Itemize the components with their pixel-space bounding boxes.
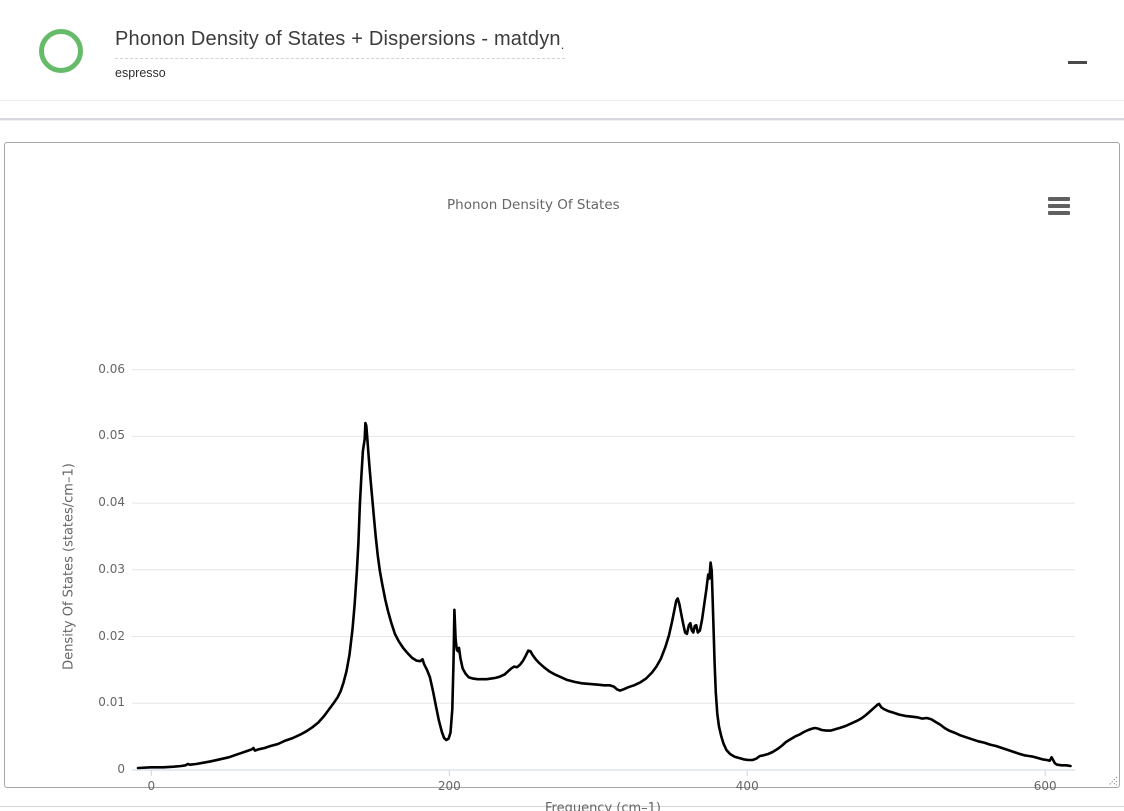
section-divider xyxy=(0,118,1124,121)
y-tick-label: 0.03 xyxy=(98,561,125,576)
chart-export-menu-button[interactable] xyxy=(1045,193,1073,219)
app-logo-circle-icon xyxy=(39,29,83,73)
x-tick-label: 400 xyxy=(735,779,759,793)
title-wrap: Phonon Density of States + Dispersions -… xyxy=(115,28,565,59)
y-tick-label: 0.06 xyxy=(98,361,125,376)
y-tick-label: 0.05 xyxy=(98,428,125,443)
minimize-icon xyxy=(1068,61,1087,64)
header-divider xyxy=(0,100,1124,101)
app-title-text: Phonon Density of States + Dispersions -… xyxy=(115,28,561,50)
bottom-divider xyxy=(0,806,1124,807)
series-total-line[interactable] xyxy=(136,421,1072,770)
app-subtitle: espresso xyxy=(115,66,166,80)
y-tick-label: 0 xyxy=(117,762,125,776)
hamburger-icon xyxy=(1048,204,1070,208)
y-tick-label: 0.02 xyxy=(98,628,125,643)
y-tick-label: 0.01 xyxy=(98,695,125,710)
app-header: Phonon Density of States + Dispersions -… xyxy=(0,0,1124,100)
x-tick-label: 600 xyxy=(1033,779,1057,793)
minimize-button[interactable] xyxy=(1064,50,1092,74)
hamburger-icon xyxy=(1048,211,1070,215)
chart-title: Phonon Density Of States xyxy=(447,197,620,213)
chart-plot-area xyxy=(132,369,1075,776)
x-axis-title: Frequency (cm–1) xyxy=(544,801,662,811)
app-title: Phonon Density of States + Dispersions -… xyxy=(115,28,565,59)
chart-output-box: Phonon Density Of States Density Of Stat… xyxy=(4,142,1120,811)
y-tick-label: 0.04 xyxy=(98,495,125,510)
x-tick-label: 200 xyxy=(437,779,461,793)
resize-handle-icon[interactable] xyxy=(1106,774,1118,786)
x-tick-label: 0 xyxy=(147,779,156,793)
app-title-period: . xyxy=(560,37,565,52)
hamburger-icon xyxy=(1048,197,1070,201)
